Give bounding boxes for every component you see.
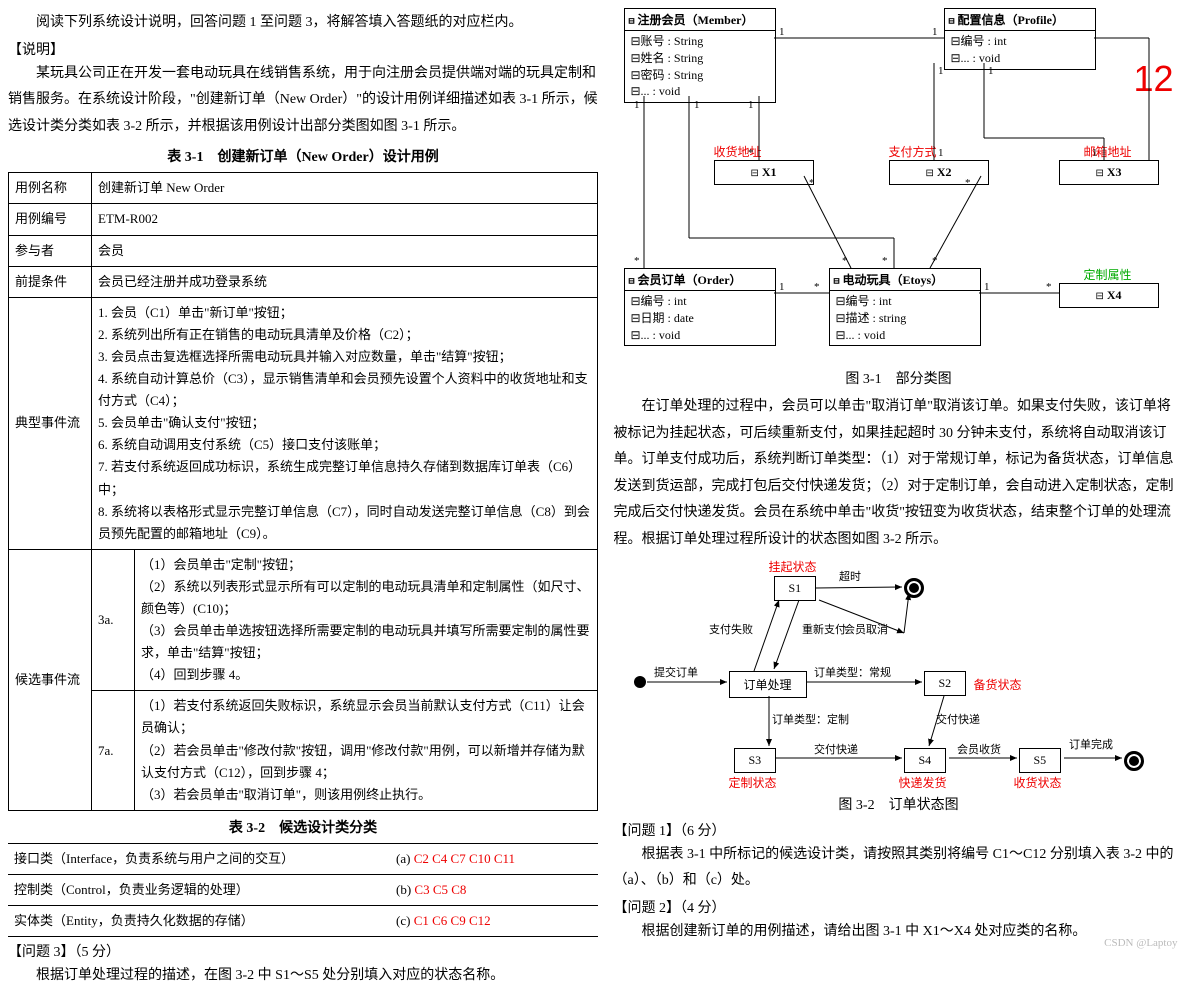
right-p: 在订单处理的过程中，会员可以单击"取消订单"取消该订单。如果支付失败，该订单将被… xyxy=(614,394,1184,554)
q1-p: 根据表 3-1 中所标记的候选设计类，请按照其类别将编号 C1～C12 分别填入… xyxy=(614,842,1184,895)
svg-text:交付快递: 交付快递 xyxy=(936,712,980,726)
svg-text:*: * xyxy=(882,255,888,267)
t32-cap: 表 3-2 候选设计类分类 xyxy=(8,817,598,837)
q3-p: 根据订单处理过程的描述，在图 3-2 中 S1～S5 处分别填入对应的状态名称。 xyxy=(8,963,598,990)
q1-t: 【问题 1】（6 分） xyxy=(614,820,1184,840)
table-31: 用例名称创建新订单 New Order 用例编号ETM-R002 参与者会员 前… xyxy=(8,172,598,810)
svg-text:1: 1 xyxy=(932,26,938,38)
q2-p: 根据创建新订单的用例描述，请给出图 3-1 中 X1～X4 处对应类的名称。 xyxy=(614,919,1184,946)
table-32: 接口类（Interface，负责系统与用户之间的交互）(a) C2 C4 C7 … xyxy=(8,843,598,937)
svg-text:1: 1 xyxy=(984,281,990,293)
fig32-cap: 图 3-2 订单状态图 xyxy=(614,794,1184,814)
svg-text:订单完成: 订单完成 xyxy=(1069,737,1113,751)
svg-text:*: * xyxy=(814,281,820,293)
svg-text:超时: 超时 xyxy=(839,569,861,583)
svg-text:支付失败: 支付失败 xyxy=(709,622,753,636)
svg-text:*: * xyxy=(634,255,640,267)
label: 【说明】 xyxy=(8,39,598,59)
fig31-cap: 图 3-1 部分类图 xyxy=(614,368,1184,388)
intro-p: 某玩具公司正在开发一套电动玩具在线销售系统，用于向注册会员提供端对端的玩具定制和… xyxy=(8,61,598,141)
svg-text:交付快递: 交付快递 xyxy=(814,742,858,756)
uml-diagram: ⊟ 注册会员（Member）⊟账号 : String⊟姓名 : String⊟密… xyxy=(614,8,1184,358)
svg-text:1: 1 xyxy=(938,147,944,159)
svg-text:订单类型：常规: 订单类型：常规 xyxy=(814,665,891,679)
svg-text:1: 1 xyxy=(779,281,785,293)
intro-q: 阅读下列系统设计说明，回答问题 1 至问题 3，将解答填入答题纸的对应栏内。 xyxy=(8,10,598,37)
svg-text:*: * xyxy=(932,255,938,267)
svg-text:订单类型：定制: 订单类型：定制 xyxy=(772,712,849,726)
svg-text:重新支付: 重新支付 xyxy=(802,622,846,636)
q3-t: 【问题 3】（5 分） xyxy=(8,941,598,961)
svg-text:*: * xyxy=(1046,281,1052,293)
svg-text:会员取消: 会员取消 xyxy=(844,622,888,636)
q2-t: 【问题 2】（4 分） xyxy=(614,897,1184,917)
svg-text:提交订单: 提交订单 xyxy=(654,665,698,679)
state-diagram: 订单处理 S1 挂起状态 S2 备货状态 S3 定制状态 S4 快递发货 S5 … xyxy=(614,558,1184,788)
t31-cap: 表 3-1 创建新订单（New Order）设计用例 xyxy=(8,146,598,166)
svg-text:1: 1 xyxy=(938,65,944,77)
watermark: CSDN @Laptoy xyxy=(1104,937,1177,949)
svg-text:会员收货: 会员收货 xyxy=(957,742,1001,756)
svg-text:1: 1 xyxy=(779,26,785,38)
svg-text:*: * xyxy=(842,255,848,267)
